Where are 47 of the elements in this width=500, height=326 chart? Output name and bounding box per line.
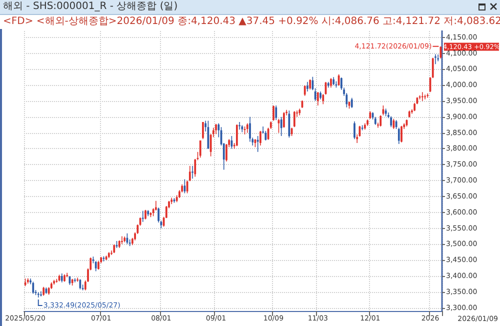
- candlestick: [249, 116, 251, 142]
- candlestick: [288, 110, 290, 138]
- candlestick: [398, 127, 400, 144]
- candlestick: [207, 120, 210, 150]
- candlestick: [192, 166, 194, 180]
- candlestick: [437, 54, 440, 62]
- candlestick: [426, 92, 429, 98]
- candlestick: [79, 278, 82, 290]
- candlestick: [280, 116, 282, 136]
- candlestick: [316, 92, 319, 106]
- candlestick: [421, 92, 424, 102]
- candlestick: [304, 85, 306, 96]
- candlestick: [76, 277, 78, 282]
- candlestick: [66, 272, 68, 278]
- candlestick: [37, 292, 40, 298]
- candlestick: [306, 82, 308, 92]
- candlestick: [184, 178, 186, 194]
- candlestick: [259, 130, 262, 146]
- candlestick: [215, 124, 217, 134]
- candlestick: [121, 236, 123, 245]
- candlestick: [392, 118, 395, 130]
- candlestick: [354, 120, 356, 140]
- candlestick: [330, 78, 332, 88]
- candlestick: [246, 122, 248, 134]
- candlestick: [309, 78, 312, 90]
- candlestick: [40, 290, 42, 297]
- candlestick: [264, 130, 267, 141]
- candlestick: [188, 166, 191, 182]
- candlestick: [283, 112, 285, 128]
- candlestick: [199, 140, 202, 158]
- candlestick: [272, 105, 274, 122]
- candlestick: [275, 105, 278, 120]
- candlestick: [236, 124, 238, 147]
- candlestick: [202, 122, 204, 140]
- candlestick: [400, 125, 402, 143]
- candlestick: [142, 210, 144, 222]
- candlestick: [293, 110, 296, 128]
- candlestick: [380, 114, 382, 127]
- chart-title: 해외 - SHS:000001_R - 상해종합 (일): [3, 0, 178, 14]
- candlestick: [424, 94, 426, 100]
- candlestick: [322, 94, 324, 105]
- candlestick: [74, 278, 76, 283]
- candlestick: [144, 209, 146, 220]
- candlestick: [350, 97, 353, 108]
- candlestick: [32, 281, 34, 294]
- candlestick: [390, 116, 392, 128]
- candlestick: [238, 122, 240, 130]
